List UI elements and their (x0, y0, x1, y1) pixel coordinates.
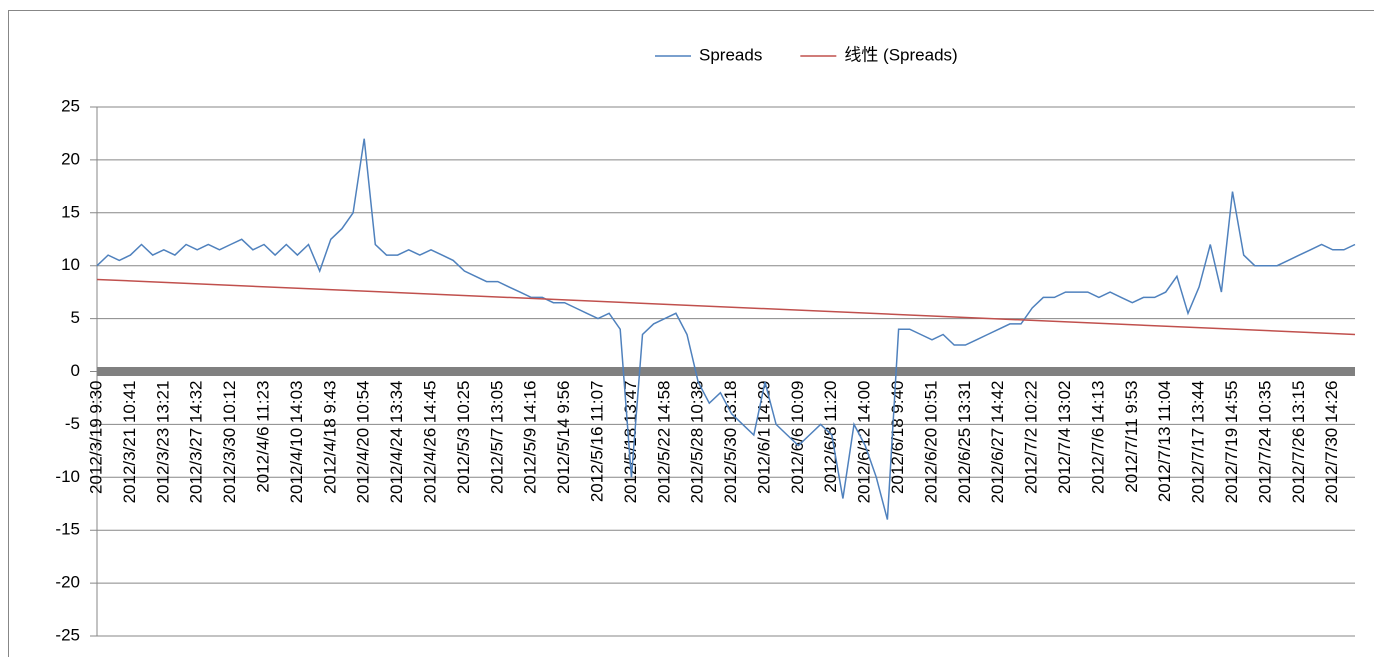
x-tick-label: 2012/4/20 10:54 (354, 381, 373, 504)
x-tick-label: 2012/7/6 14:13 (1088, 381, 1107, 494)
x-tick-label: 2012/7/2 10:22 (1022, 381, 1041, 494)
x-tick-label: 2012/6/20 10:51 (921, 381, 940, 504)
x-tick-label: 2012/4/6 11:23 (253, 381, 272, 493)
x-tick-label: 2012/7/24 10:35 (1255, 381, 1274, 504)
x-tick-label: 2012/7/13 11:04 (1155, 381, 1174, 503)
y-tick-label: 10 (61, 255, 80, 274)
x-tick-label: 2012/6/1 14:29 (754, 381, 773, 494)
x-tick-label: 2012/4/18 9:43 (320, 381, 339, 494)
legend-label: 线性 (Spreads) (844, 45, 957, 64)
y-tick-label: -10 (55, 467, 80, 486)
x-tick-label: 2012/7/26 13:15 (1289, 381, 1308, 504)
x-tick-label: 2012/7/17 13:44 (1189, 381, 1208, 504)
x-tick-label: 2012/5/14 9:56 (554, 381, 573, 494)
x-tick-label: 2012/5/9 14:16 (521, 381, 540, 494)
y-tick-label: 15 (61, 202, 80, 221)
y-tick-label: 20 (61, 149, 80, 168)
x-tick-label: 2012/3/19 9:30 (86, 381, 105, 494)
x-tick-label: 2012/6/8 11:20 (821, 381, 840, 493)
y-tick-label: -5 (65, 414, 80, 433)
x-tick-label: 2012/7/4 13:02 (1055, 381, 1074, 494)
y-tick-label: -20 (55, 573, 80, 592)
y-tick-label: -15 (55, 520, 80, 539)
x-tick-label: 2012/6/25 13:31 (955, 381, 974, 504)
x-tick-label: 2012/4/24 13:34 (387, 381, 406, 504)
x-tick-label: 2012/5/28 10:38 (688, 381, 707, 504)
x-tick-label: 2012/6/27 14:42 (988, 381, 1007, 504)
x-tick-label: 2012/7/30 14:26 (1322, 381, 1341, 504)
x-tick-label: 2012/3/27 14:32 (187, 381, 206, 504)
x-tick-label: 2012/7/11 9:53 (1122, 381, 1141, 493)
x-tick-label: 2012/6/6 10:09 (788, 381, 807, 494)
y-tick-label: 0 (71, 361, 80, 380)
x-tick-label: 2012/5/7 13:05 (487, 381, 506, 494)
x-tick-label: 2012/3/23 13:21 (153, 381, 172, 504)
y-tick-label: 25 (61, 96, 80, 115)
x-tick-label: 2012/5/22 14:58 (654, 381, 673, 504)
x-tick-label: 2012/6/18 9:40 (888, 381, 907, 494)
x-tick-label: 2012/5/3 10:25 (454, 380, 473, 493)
x-tick-label: 2012/6/12 14:00 (855, 381, 874, 504)
x-tick-label: 2012/3/21 10:41 (120, 381, 139, 504)
x-tick-label: 2012/4/10 14:03 (287, 381, 306, 504)
y-tick-label: 5 (71, 308, 80, 327)
x-tick-label: 2012/5/16 11:07 (587, 381, 606, 503)
x-tick-label: 2012/4/26 14:45 (420, 381, 439, 504)
x-tick-label: 2012/7/19 14:55 (1222, 381, 1241, 504)
legend-label: Spreads (699, 45, 762, 64)
x-tick-label: 2012/3/30 10:12 (220, 381, 239, 504)
y-tick-label: -25 (55, 625, 80, 644)
